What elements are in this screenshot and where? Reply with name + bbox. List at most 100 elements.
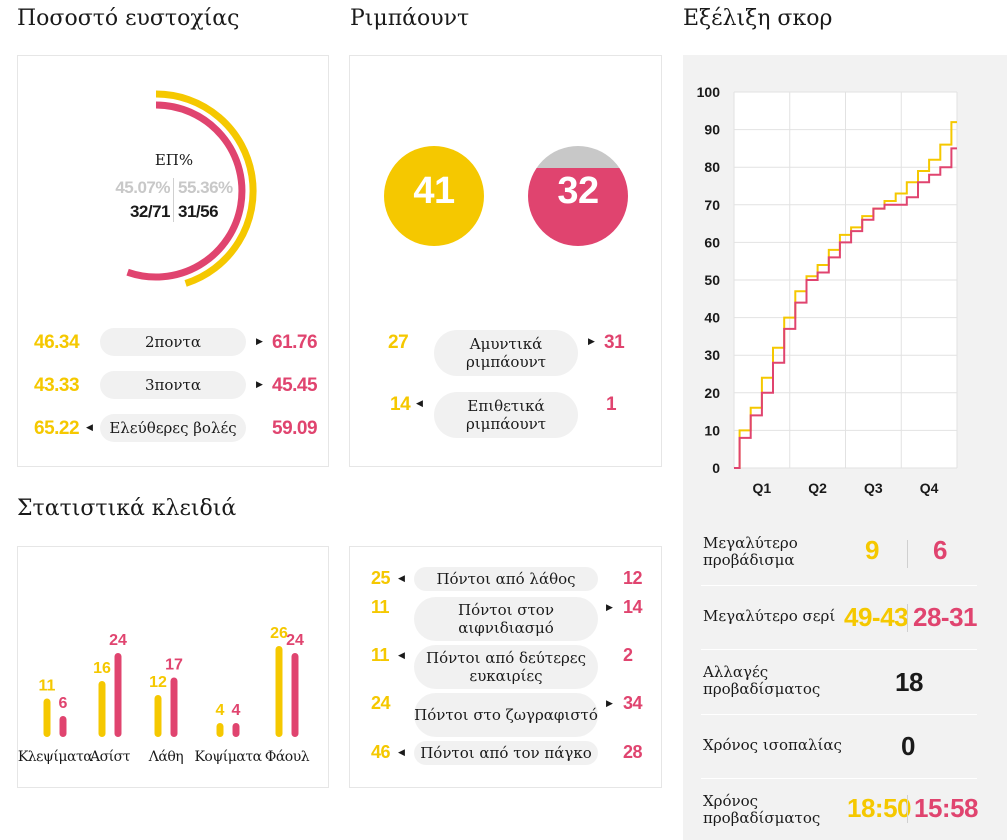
biggest-lead-row: Μεγαλύτερο προβάδισμα 9 6 bbox=[701, 520, 977, 585]
team-b-fg-pct: 55.36% bbox=[178, 178, 233, 197]
arrow-left-icon: ◀ bbox=[86, 422, 93, 432]
team-a-value: 27 bbox=[388, 332, 409, 353]
x-tick-label: Q2 bbox=[808, 480, 827, 496]
bar-team_b-4 bbox=[291, 653, 299, 737]
team-a-rebounds-circle bbox=[384, 146, 484, 246]
team-a-fg-made: 32/71 bbox=[129, 202, 171, 221]
team-a-biggest-lead: 9 bbox=[865, 535, 879, 565]
team-a-value: 46 bbox=[371, 742, 391, 762]
bar-value-team_b-1: 24 bbox=[109, 632, 127, 649]
arrow-left-icon: ◀ bbox=[398, 573, 405, 583]
bar-team_a-4 bbox=[275, 646, 283, 737]
team-b-biggest-run: 28-31 bbox=[913, 602, 978, 632]
bar-category-label: Κλεψίματα bbox=[18, 748, 93, 765]
bar-team_b-3 bbox=[232, 723, 240, 737]
bar-team_a-1 bbox=[98, 681, 106, 737]
bar-team_a-3 bbox=[216, 723, 224, 737]
stat-label-pill: 3ποντα bbox=[100, 371, 246, 399]
team-b-value: 12 bbox=[623, 568, 643, 588]
stat-label-pill: Πόντοι από λάθος bbox=[414, 567, 598, 591]
score-evolution-title: Εξέλιξη σκορ bbox=[683, 6, 833, 31]
key-stats-points-card: 25 ◀ Πόντοι από λάθος 12 11 Πόντοι στον … bbox=[349, 546, 662, 788]
y-tick-label: 100 bbox=[697, 84, 721, 100]
team-a-value: 46.34 bbox=[34, 332, 80, 353]
y-tick-label: 20 bbox=[704, 385, 720, 401]
team-a-value: 11 bbox=[371, 597, 390, 617]
y-tick-label: 30 bbox=[704, 347, 720, 363]
stat-label-pill: Ελεύθερες βολές bbox=[100, 414, 246, 442]
biggest-run-row: Μεγαλύτερο σερί 49-43 28-31 bbox=[701, 585, 978, 649]
stat-label-pill: Πόντοι στον αιφνιδιασμό bbox=[414, 597, 598, 641]
team-a-rebounds-total: 41 bbox=[413, 170, 455, 212]
team-b-lead-time: 15:58 bbox=[914, 793, 979, 823]
bar-team_b-0 bbox=[59, 716, 67, 737]
lead-changes-value: 18 bbox=[895, 667, 923, 697]
team-a-value: 43.33 bbox=[34, 375, 80, 396]
team-b-value: 34 bbox=[623, 693, 643, 713]
rebounds-row-defensive: 27 Αμυντικά ριμπάουντ ▶ 31 bbox=[350, 328, 663, 376]
team-b-rebounds-total: 32 bbox=[557, 170, 599, 212]
team-a-value: 14 bbox=[390, 394, 411, 415]
bar-category-label: Λάθη bbox=[148, 749, 183, 765]
team-a-value: 25 bbox=[371, 568, 391, 588]
stat-label-pill: Πόντοι από δεύτερες ευκαιρίες bbox=[414, 645, 598, 689]
x-tick-label: Q1 bbox=[753, 480, 772, 496]
stat-label-pill: Πόντοι στο ζωγραφιστό bbox=[414, 693, 598, 737]
y-tick-label: 60 bbox=[704, 234, 720, 250]
team-b-value: 31 bbox=[604, 332, 625, 353]
x-tick-label: Q3 bbox=[864, 480, 883, 496]
lead-changes-label: Αλλαγές προβαδίσματος bbox=[703, 663, 821, 698]
bar-team_a-0 bbox=[43, 698, 51, 737]
row-divider bbox=[907, 540, 908, 568]
team-a-fg-pct: 45.07% bbox=[115, 178, 170, 197]
team-a-value: 11 bbox=[371, 645, 390, 665]
bar-team_b-2 bbox=[170, 677, 178, 737]
x-tick-label: Q4 bbox=[920, 480, 939, 496]
y-tick-label: 10 bbox=[704, 422, 720, 438]
arrow-right-icon: ▶ bbox=[606, 602, 613, 612]
stat-label-pill: Αμυντικά ριμπάουντ bbox=[434, 330, 578, 376]
arrow-left-icon: ◀ bbox=[416, 398, 423, 408]
team-b-fg-made: 31/56 bbox=[178, 202, 219, 221]
row-divider bbox=[907, 604, 908, 632]
bar-value-team_b-0: 6 bbox=[59, 695, 68, 712]
arrow-right-icon: ▶ bbox=[256, 336, 263, 346]
y-tick-label: 80 bbox=[704, 159, 720, 175]
stat-label-pill: Επιθετικά ριμπάουντ bbox=[434, 392, 578, 438]
bar-category-label: Κοψίματα bbox=[194, 748, 262, 765]
arrow-left-icon: ◀ bbox=[398, 747, 405, 757]
y-tick-label: 0 bbox=[712, 460, 720, 476]
team-b-value: 59.09 bbox=[272, 418, 318, 439]
tie-time-row: Χρόνος ισοπαλίας 0 bbox=[701, 714, 977, 778]
shooting-card: ΕΠ% 45.07% 55.36% 32/71 31/56 46.34 2πον… bbox=[17, 55, 329, 467]
arrow-right-icon: ▶ bbox=[256, 379, 263, 389]
bar-value-team_a-2: 12 bbox=[149, 674, 167, 691]
score-evolution-panel: 0 10 20 30 40 50 60 70 80 90 100 Q1 Q2 Q3 Q4 Μεγαλύτερ… bbox=[683, 55, 1007, 840]
biggest-lead-label: Μεγαλύτερο προβάδισμα bbox=[703, 534, 798, 569]
y-tick-label: 40 bbox=[704, 310, 720, 326]
lead-changes-row: Αλλαγές προβαδίσματος 18 bbox=[701, 649, 977, 714]
rebounds-card: 41 32 27 Αμυντικά ριμπάουντ ▶ 31 14 ◀ Επ… bbox=[349, 55, 662, 467]
arrow-right-icon: ▶ bbox=[588, 336, 595, 346]
bar-team_a-2 bbox=[154, 695, 162, 737]
y-tick-label: 50 bbox=[704, 272, 720, 288]
team-b-value: 45.45 bbox=[272, 375, 318, 396]
team-b-value: 14 bbox=[623, 597, 643, 617]
score-evolution-chart: 0 10 20 30 40 50 60 70 80 90 100 Q1 Q2 Q3 Q4 bbox=[697, 84, 958, 496]
tie-time-label: Χρόνος ισοπαλίας bbox=[703, 736, 842, 754]
team-b-value: 2 bbox=[623, 645, 633, 665]
team-b-value: 1 bbox=[606, 394, 617, 415]
bar-value-team_b-2: 17 bbox=[165, 657, 183, 674]
team-b-value: 28 bbox=[623, 742, 643, 762]
team-a-value: 24 bbox=[371, 693, 391, 713]
team-b-value: 61.76 bbox=[272, 332, 318, 353]
bar-value-team_a-3: 4 bbox=[216, 702, 225, 719]
stat-label-pill: Πόντοι από τον πάγκο bbox=[414, 741, 598, 765]
y-tick-label: 90 bbox=[704, 122, 720, 138]
key-stats-bars-card: 11 6 Κλεψίματα 16 24 Ασίστ 12 17 Λάθη 4 4 Κοψίματα 2… bbox=[17, 546, 329, 788]
lead-time-label: Χρόνος προβαδίσματος bbox=[703, 792, 821, 827]
tie-time-value: 0 bbox=[901, 731, 915, 761]
bar-value-team_b-4: 24 bbox=[286, 632, 304, 649]
stat-label-pill: 2ποντα bbox=[100, 328, 246, 356]
